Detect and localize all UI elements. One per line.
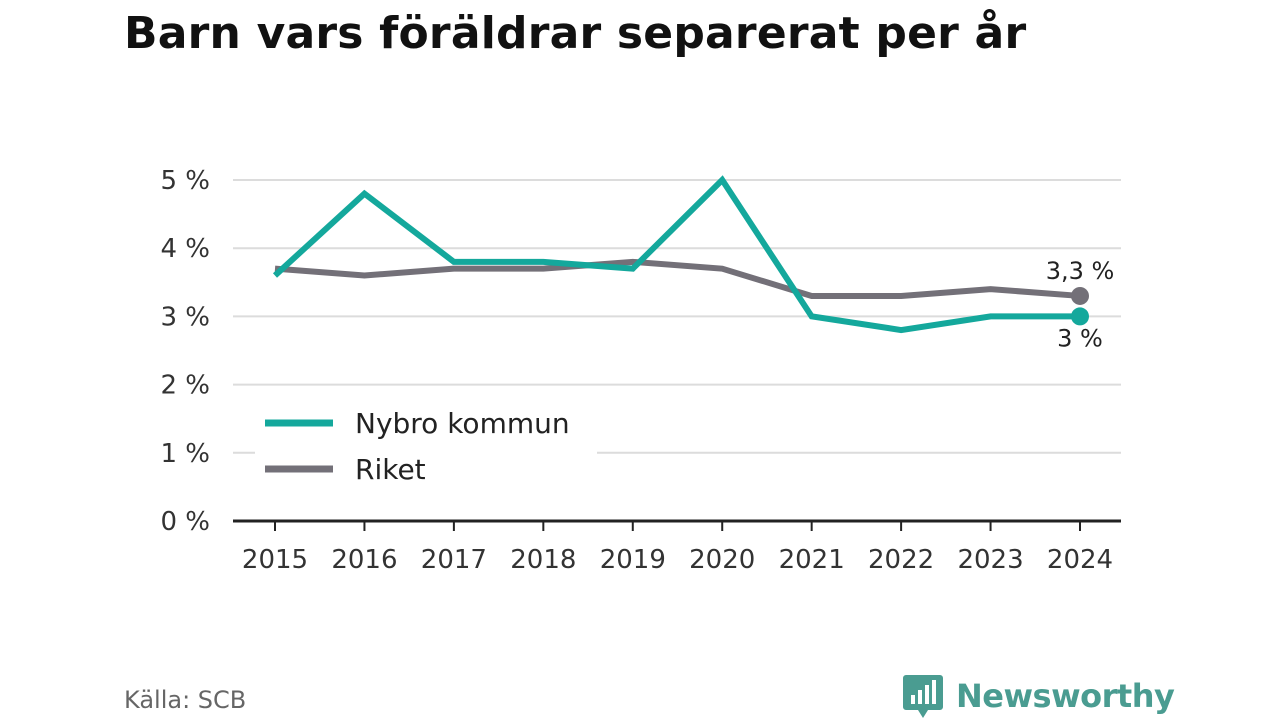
end-value-label: 3 % xyxy=(1057,324,1103,352)
y-tick-label: 1 % xyxy=(160,439,210,469)
x-tick-label: 2021 xyxy=(779,545,845,575)
x-tick-label: 2020 xyxy=(689,545,755,575)
chart-title: Barn vars föräldrar separerat per år xyxy=(124,8,1027,59)
brand-name: Newsworthy xyxy=(956,677,1175,715)
y-tick-label: 3 % xyxy=(160,302,210,332)
y-tick-label: 2 % xyxy=(160,371,210,401)
end-point-nybro-kommun xyxy=(1071,307,1089,326)
series-line-nybro-kommun xyxy=(272,175,1080,334)
y-axis-ticks: 0 % 1 % 2 % 3 % 4 % 5 % xyxy=(160,166,210,537)
x-tick-label: 2024 xyxy=(1047,545,1113,575)
series-line-riket xyxy=(274,258,1081,299)
y-tick-label: 0 % xyxy=(160,507,210,537)
brand-logo: Newsworthy xyxy=(902,672,1175,720)
source-note: Källa: SCB xyxy=(124,686,247,714)
series-lines: 3 % 3,3 % xyxy=(272,175,1115,352)
x-tick-label: 2019 xyxy=(600,545,666,575)
legend-label: Riket xyxy=(355,453,426,486)
x-tick-label: 2017 xyxy=(421,545,487,575)
y-tick-label: 4 % xyxy=(160,234,210,264)
x-tick-label: 2016 xyxy=(331,545,397,575)
legend-label: Nybro kommun xyxy=(355,407,570,440)
bar-chart-logo-icon xyxy=(903,675,943,718)
x-tick-label: 2022 xyxy=(868,545,934,575)
x-tick-label: 2015 xyxy=(242,545,308,575)
legend-background xyxy=(255,398,597,496)
x-tick-label: 2018 xyxy=(510,545,576,575)
x-axis-ticks: 2015 2016 2017 2018 2019 2020 2021 2022 2023 2024 xyxy=(233,519,1121,575)
y-tick-label: 5 % xyxy=(160,166,210,196)
end-value-label: 3,3 % xyxy=(1046,257,1115,285)
x-tick-label: 2023 xyxy=(957,545,1023,575)
legend: Nybro kommun Riket xyxy=(255,398,597,496)
end-point-riket xyxy=(1071,286,1089,305)
